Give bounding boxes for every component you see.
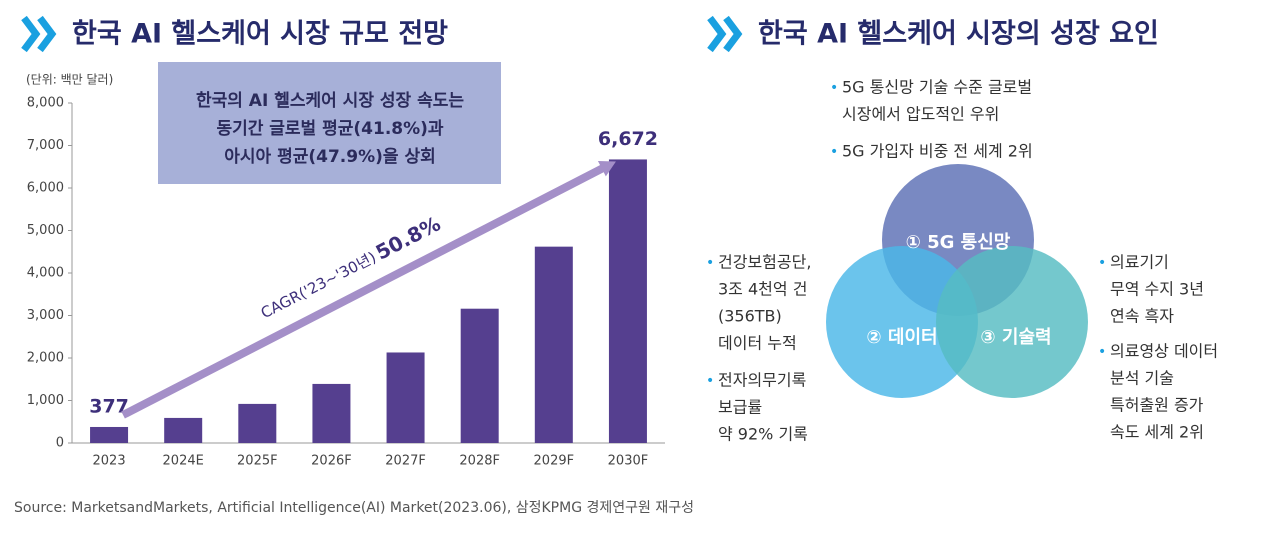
- venn-circle: [826, 246, 978, 398]
- circle-label: ③ 기술력: [980, 327, 1051, 348]
- y-tick-label: 3,000: [27, 308, 64, 323]
- callout-box: [158, 62, 501, 184]
- arrow-head: [597, 160, 616, 177]
- x-tick-label: 2026F: [311, 454, 352, 469]
- cagr-arrow: [121, 164, 606, 419]
- bar: [164, 417, 203, 443]
- x-tick-label: 2023: [93, 454, 126, 469]
- source: Source: MarketsandMarkets, Artificial In…: [14, 500, 694, 516]
- bullet-text: 보급률: [718, 398, 762, 417]
- bullet-text: 무역 수지 3년: [1110, 280, 1204, 299]
- y-tick-label: 5,000: [27, 223, 64, 238]
- callout-text: 아시아 평균(47.9%)을 상회: [224, 147, 435, 167]
- bar: [312, 383, 351, 443]
- bullet-text: 전자의무기록: [718, 371, 806, 390]
- y-tick-label: 4,000: [27, 266, 64, 281]
- bullet-text: (356TB): [718, 307, 782, 326]
- bullet-dot: •: [830, 80, 838, 96]
- x-tick-label: 2030F: [608, 454, 649, 469]
- unit-label: (단위: 백만 달러): [26, 73, 113, 87]
- bullet-text: 약 92% 기록: [718, 425, 808, 444]
- bullet-text: 의료기기: [1110, 253, 1169, 272]
- circle-label: ② 데이터: [866, 327, 937, 348]
- bullet-text: 데이터 누적: [718, 334, 797, 353]
- bullet-text: 5G 가입자 비중 전 세계 2위: [842, 142, 1033, 161]
- x-tick-label: 2025F: [237, 454, 278, 469]
- bullet-text: 5G 통신망 기술 수준 글로벌: [842, 78, 1032, 97]
- y-tick-label: 6,000: [27, 181, 64, 196]
- value-label: 6,672: [598, 128, 658, 150]
- bar: [608, 159, 647, 443]
- bar: [90, 426, 129, 443]
- x-tick-label: 2024E: [163, 454, 204, 469]
- bullet-dot: •: [706, 373, 714, 389]
- callout-text: 한국의 AI 헬스케어 시장 성장 속도는: [196, 91, 464, 111]
- bullet-text: 특허출원 증가: [1110, 396, 1204, 415]
- bullet-dot: •: [706, 255, 714, 271]
- panel-title: 한국 AI 헬스케어 시장의 성장 요인: [758, 19, 1159, 50]
- bar: [386, 352, 425, 443]
- bullet-text: 시장에서 압도적인 우위: [842, 105, 999, 124]
- bar: [238, 403, 277, 443]
- y-tick-label: 8,000: [27, 96, 64, 111]
- value-label: 377: [89, 395, 129, 417]
- bullet-text: 속도 세계 2위: [1110, 423, 1204, 442]
- bullet-text: 분석 기술: [1110, 369, 1174, 388]
- chart-title: 한국 AI 헬스케어 시장 규모 전망: [72, 19, 448, 50]
- y-tick-label: 7,000: [27, 138, 64, 153]
- chevron-icon: [21, 15, 57, 53]
- bullet-dot: •: [1098, 344, 1106, 360]
- chevron-icon: [707, 15, 743, 53]
- venn-circle: [936, 246, 1088, 398]
- bullet-dot: •: [830, 144, 838, 160]
- bar: [460, 308, 499, 443]
- x-tick-label: 2029F: [534, 454, 575, 469]
- circle-label: ① 5G 통신망: [906, 232, 1011, 253]
- bullet-text: 건강보험공단,: [718, 253, 811, 272]
- y-tick-label: 0: [56, 436, 64, 451]
- y-tick-label: 2,000: [27, 351, 64, 366]
- y-tick-label: 1,000: [27, 393, 64, 408]
- bullet-dot: •: [1098, 255, 1106, 271]
- x-tick-label: 2028F: [459, 454, 500, 469]
- bullet-text: 연속 흑자: [1110, 307, 1174, 326]
- bullet-text: 3조 4천억 건: [718, 280, 807, 299]
- bullet-text: 의료영상 데이터: [1110, 342, 1218, 361]
- bar: [534, 246, 573, 443]
- x-tick-label: 2027F: [385, 454, 426, 469]
- callout-text: 동기간 글로벌 평균(41.8%)과: [216, 119, 443, 139]
